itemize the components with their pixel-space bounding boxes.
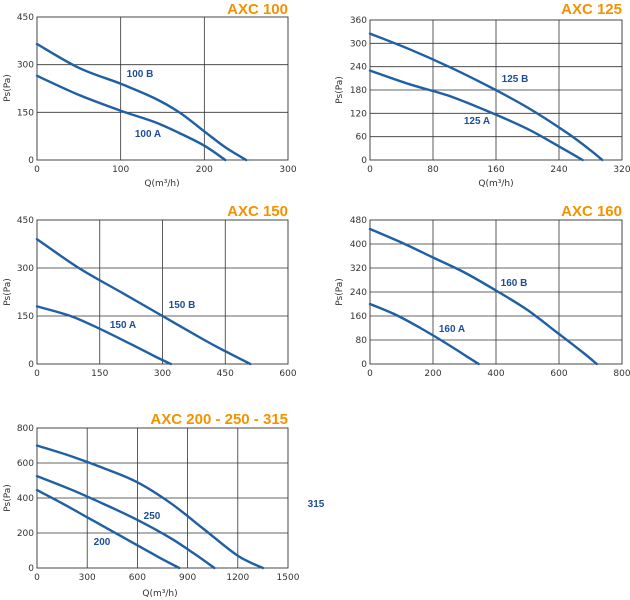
chart-title: AXC 100 [227,1,288,18]
series-label-200: 200 [94,537,111,548]
x-tick-label: 600 [279,369,296,379]
chart-title: AXC 200 - 250 - 315 [150,411,288,428]
x-tick-label: 200 [196,165,213,175]
plot-frame [369,19,623,161]
y-tick-label: 0 [361,360,367,370]
y-tick-label: 400 [350,240,367,250]
series-line-160-b [368,227,598,366]
x-tick-label: 240 [550,165,567,175]
x-tick-label: 900 [179,573,196,583]
x-tick-label: 300 [154,369,171,379]
y-tick-label: 180 [350,86,367,96]
y-axis-label: Ps(Pa) [335,278,345,306]
chart-axc-125: 0 80 160 240 320 0 60 120 180 240 300 360 Ps(Pa) Q(m³… [335,1,630,189]
chart-axc-150: 0 150 300 450 600 0 150 300 450 Ps(Pa) AXC 150 150 … [3,203,297,379]
series-label-100-a: 100 A [135,129,161,140]
x-tick-label: 1200 [226,573,249,583]
y-tick-label: 800 [17,424,34,434]
x-tick-label: 600 [550,369,567,379]
y-tick-label: 360 [350,16,367,26]
series-line-150-b [35,238,252,366]
y-tick-label: 150 [17,108,34,118]
x-tick-label: 0 [367,165,373,175]
y-tick-label: 60 [356,133,368,143]
series-line-100-a [35,74,227,162]
series-label-125-a: 125 A [464,116,490,127]
chart-title: AXC 125 [561,1,622,18]
x-tick-label: 600 [129,573,146,583]
series-label-150-a: 150 A [110,320,136,331]
y-tick-label: 320 [350,264,367,274]
chart-axc-100: 0 100 200 300 0 150 300 450 Ps(Pa) Q(m³/h) AXC 100… [3,1,297,189]
y-axis-label: Ps(Pa) [3,484,13,512]
y-axis-label: Ps(Pa) [335,76,345,104]
x-tick-label: 0 [34,369,40,379]
x-tick-label: 800 [613,369,630,379]
x-tick-label: 160 [487,165,504,175]
x-tick-label: 1500 [277,573,300,583]
x-tick-label: 320 [613,165,630,175]
series-line-125-a [368,69,584,162]
chart-axc-200-250-315: 0 300 600 900 1200 1500 0 200 400 600 800 Ps(Pa) Q(m… [3,411,325,599]
y-tick-label: 120 [350,109,367,119]
x-tick-label: 0 [367,369,373,379]
x-tick-label: 200 [424,369,441,379]
series-line-250 [35,474,216,570]
x-tick-label: 0 [34,573,40,583]
series-label-150-b: 150 B [169,300,196,311]
y-tick-label: 0 [28,564,34,574]
x-tick-label: 450 [217,369,234,379]
x-tick-label: 80 [427,165,439,175]
plot-frame [369,219,623,365]
series-line-315 [35,444,265,570]
y-tick-label: 240 [350,63,367,73]
y-tick-label: 0 [361,156,367,166]
series-label-315: 315 [308,499,325,510]
y-tick-label: 160 [350,312,367,322]
y-tick-label: 450 [17,216,34,226]
series-line-150-a [35,305,173,366]
x-tick-label: 300 [79,573,96,583]
x-axis-label: Q(m³/h) [142,589,177,599]
x-axis-label: Q(m³/h) [478,179,513,189]
y-tick-label: 600 [17,459,34,469]
y-tick-label: 480 [350,216,367,226]
y-tick-label: 80 [356,336,368,346]
series-label-250: 250 [144,511,161,522]
y-tick-label: 0 [28,156,34,166]
y-tick-label: 300 [350,39,367,49]
plot-frame [36,16,289,161]
y-tick-label: 300 [17,264,34,274]
series-label-125-b: 125 B [502,74,529,85]
plot-frame [36,427,289,569]
x-axis-label: Q(m³/h) [144,179,179,189]
y-tick-label: 450 [17,13,34,23]
y-tick-label: 240 [350,288,367,298]
chart-title: AXC 160 [561,203,622,220]
x-tick-label: 150 [91,369,108,379]
y-axis-label: Ps(Pa) [3,74,13,102]
y-axis-label: Ps(Pa) [3,278,13,306]
series-line-160-a [368,302,480,366]
y-tick-label: 400 [17,494,34,504]
series-label-160-a: 160 A [439,324,465,335]
series-line-125-b [368,32,604,162]
x-tick-label: 400 [487,369,504,379]
chart-axc-160: 0 200 400 600 800 0 80 160 240 320 400 480 Ps(Pa) AXC… [335,203,630,379]
plot-frame [36,219,289,365]
series-label-100-b: 100 B [127,69,154,80]
x-tick-label: 0 [34,165,40,175]
series-label-160-b: 160 B [501,278,528,289]
series-line-200 [35,488,181,570]
y-tick-label: 150 [17,312,34,322]
y-tick-label: 0 [28,360,34,370]
chart-title: AXC 150 [227,203,288,220]
x-tick-label: 100 [112,165,129,175]
y-tick-label: 300 [17,61,34,71]
series-line-100-b [35,42,248,162]
y-tick-label: 200 [17,529,34,539]
x-tick-label: 300 [279,165,296,175]
